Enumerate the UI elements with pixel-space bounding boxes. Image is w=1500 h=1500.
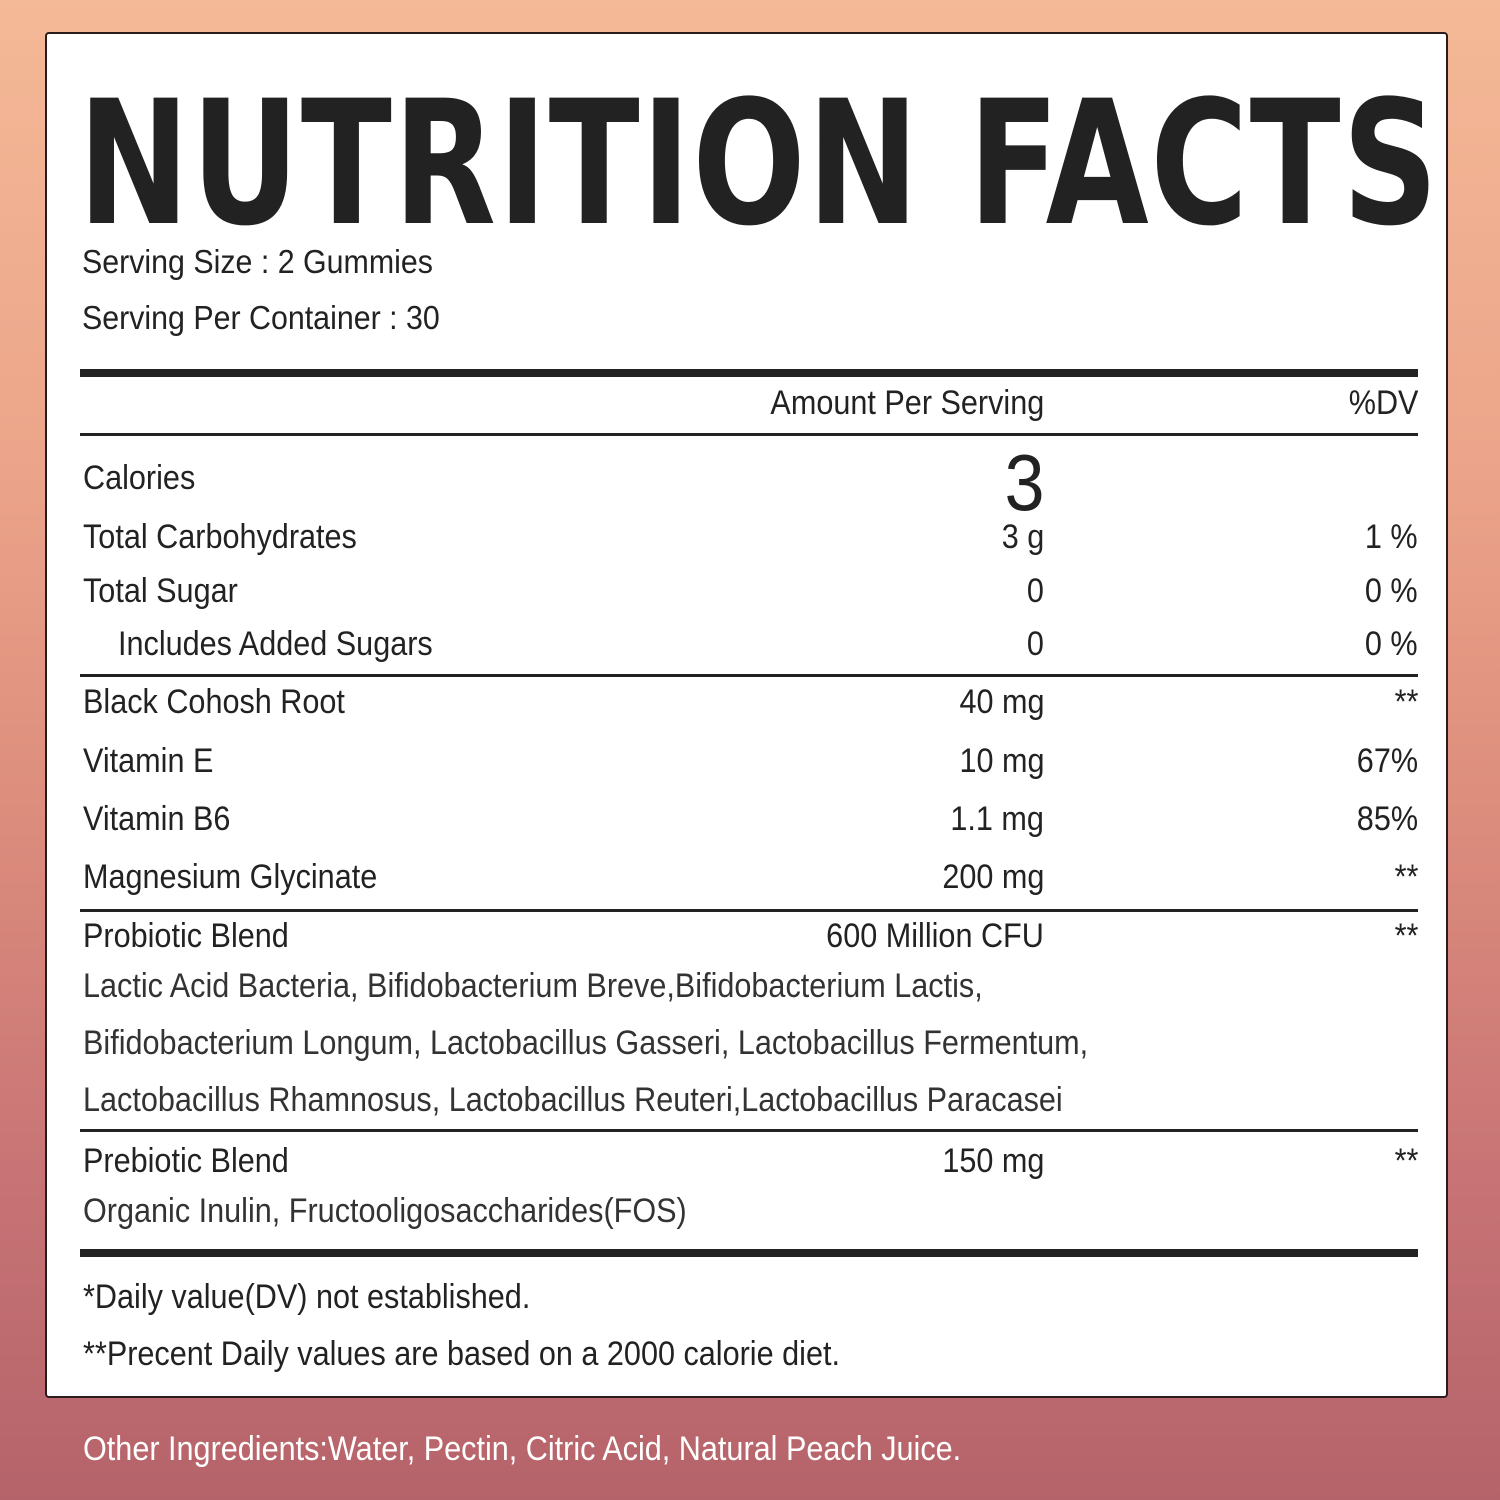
nutrient-dv: 0 % xyxy=(1365,625,1418,663)
probiotic-row: Probiotic Blend 600 Million CFU ** xyxy=(83,917,1418,967)
nutrient-amount: 200 mg xyxy=(941,858,1044,896)
divider-thin xyxy=(80,674,1418,677)
divider-thin xyxy=(80,1129,1418,1132)
nutrient-row: Vitamin E 10 mg 67% xyxy=(83,742,1418,792)
other-ingredients: Other Ingredients:Water, Pectin, Citric … xyxy=(83,1430,962,1468)
nutrient-amount: 1.1 mg xyxy=(950,800,1044,838)
header-amount-per-serving: Amount Per Serving xyxy=(770,384,1044,422)
nutrient-name: Black Cohosh Root xyxy=(83,683,345,721)
calories-label: Calories xyxy=(83,459,196,497)
divider-thick xyxy=(80,369,1418,377)
nutrient-name: Total Sugar xyxy=(83,572,238,610)
nutrient-row: Vitamin B6 1.1 mg 85% xyxy=(83,800,1418,850)
prebiotic-ingredients-line: Organic Inulin, Fructooligosaccharides(F… xyxy=(83,1192,687,1230)
divider-thin xyxy=(80,433,1418,436)
nutrient-name: Total Carbohydrates xyxy=(83,518,357,556)
blend-amount: 150 mg xyxy=(941,1142,1044,1180)
nutrient-amount: 40 mg xyxy=(958,683,1044,721)
nutrient-row: Total Carbohydrates 3 g 1 % xyxy=(83,518,1418,568)
probiotic-ingredients-line: Lactic Acid Bacteria, Bifidobacterium Br… xyxy=(83,967,983,1005)
nutrient-dv: 85% xyxy=(1356,800,1418,838)
divider-thin xyxy=(80,909,1418,912)
nutrient-amount: 0 xyxy=(1026,572,1044,610)
nutrient-amount: 3 g xyxy=(1001,518,1044,556)
nutrient-dv: ** xyxy=(1394,858,1418,896)
calories-value: 3 xyxy=(1003,438,1044,527)
blend-dv: ** xyxy=(1394,917,1418,955)
nutrient-row: Includes Added Sugars 0 0 % xyxy=(83,625,1418,675)
nutrient-dv: 1 % xyxy=(1365,518,1418,556)
nutrient-name: Magnesium Glycinate xyxy=(83,858,378,896)
prebiotic-row: Prebiotic Blend 150 mg ** xyxy=(83,1142,1418,1192)
probiotic-ingredients-line: Lactobacillus Rhamnosus, Lactobacillus R… xyxy=(83,1081,1063,1119)
footnote: **Precent Daily values are based on a 20… xyxy=(83,1335,840,1373)
blend-name: Probiotic Blend xyxy=(83,917,289,955)
blend-name: Prebiotic Blend xyxy=(83,1142,289,1180)
nutrient-name: Vitamin E xyxy=(83,742,214,780)
nutrient-name: Vitamin B6 xyxy=(83,800,231,838)
nutrient-dv: 67% xyxy=(1356,742,1418,780)
blend-amount: 600 Million CFU xyxy=(826,917,1044,955)
nutrient-row: Magnesium Glycinate 200 mg ** xyxy=(83,858,1418,908)
blend-dv: ** xyxy=(1394,1142,1418,1180)
nutrition-label-card xyxy=(45,32,1448,1398)
probiotic-ingredients-line: Bifidobacterium Longum, Lactobacillus Ga… xyxy=(83,1024,1089,1062)
page-title: NUTRITION FACTS xyxy=(78,63,1440,264)
divider-thick xyxy=(80,1249,1418,1257)
nutrient-amount: 10 mg xyxy=(958,742,1044,780)
nutrient-dv: 0 % xyxy=(1365,572,1418,610)
calories-row: Calories xyxy=(83,459,1418,509)
nutrient-row: Black Cohosh Root 40 mg ** xyxy=(83,683,1418,733)
nutrient-dv: ** xyxy=(1394,683,1418,721)
nutrient-name: Includes Added Sugars xyxy=(118,625,433,663)
header-dv: %DV xyxy=(1348,384,1418,422)
nutrient-row: Total Sugar 0 0 % xyxy=(83,572,1418,622)
serving-size: Serving Size : 2 Gummies xyxy=(82,243,433,280)
nutrient-amount: 0 xyxy=(1026,625,1044,663)
footnote: *Daily value(DV) not established. xyxy=(83,1278,531,1316)
servings-per-container: Serving Per Container : 30 xyxy=(82,299,440,336)
